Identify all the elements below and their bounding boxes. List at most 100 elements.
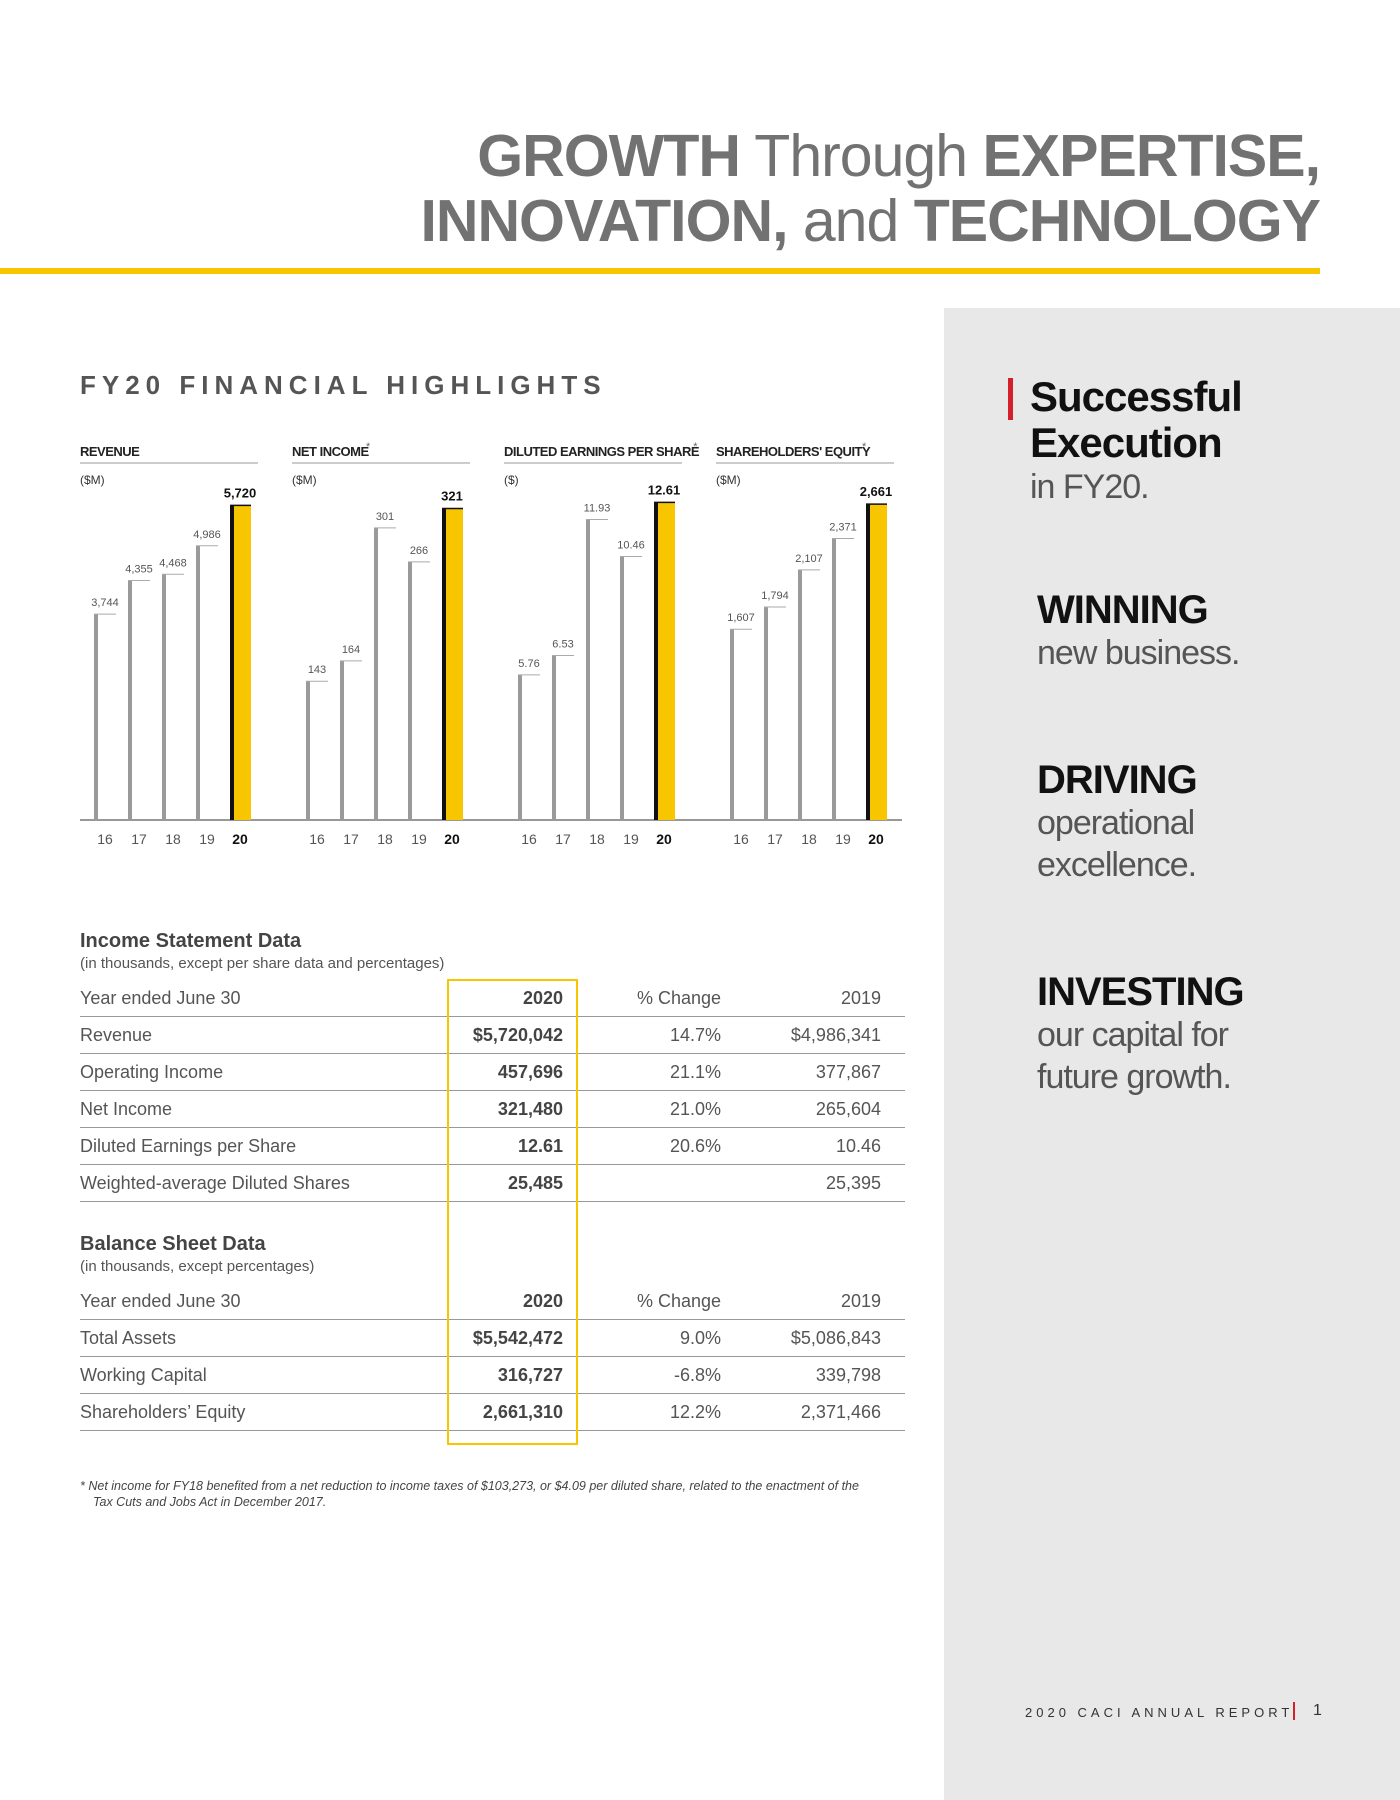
tick-label: 17 xyxy=(343,831,359,847)
page-headline: GROWTH Through EXPERTISE, INNOVATION, an… xyxy=(420,123,1321,254)
yellow-divider xyxy=(0,268,1320,274)
chart-title-asterisk: * xyxy=(862,441,867,453)
data-label: 5,720 xyxy=(224,485,257,500)
balance-cell-chg: 9.0% xyxy=(679,1328,721,1348)
data-label: 4,355 xyxy=(125,563,153,575)
data-label: 321 xyxy=(441,488,463,503)
income-cell-chg: 21.0% xyxy=(669,1099,721,1119)
balance-cell-label: Working Capital xyxy=(80,1365,207,1385)
financial-highlights-charts: REVENUE ($M) 3,744 16 4,355 17 4,468 18 4,986 19 5… xyxy=(80,441,902,847)
headline-innovation: INNOVATION, xyxy=(420,188,788,254)
chart-title: SHAREHOLDERS' EQUITY xyxy=(716,444,871,459)
balance-cell-v20: $5,542,472 xyxy=(472,1328,563,1348)
table-row: Working Capital 316,727 -6.8% 339,798 xyxy=(80,1357,905,1394)
bar-16 xyxy=(518,674,522,820)
bar-17 xyxy=(764,607,768,820)
chart-title: REVENUE xyxy=(80,444,140,459)
income-cell-chg: 14.7% xyxy=(669,1025,721,1045)
balance-cell-v20: 316,727 xyxy=(497,1365,563,1385)
data-label: 164 xyxy=(342,644,360,656)
bar-20 xyxy=(654,502,675,820)
bar-19 xyxy=(408,561,412,820)
balance-table-subtitle: (in thousands, except percentages) xyxy=(80,1258,315,1275)
data-label: 2,107 xyxy=(795,553,823,565)
balance-cell-chg: % Change xyxy=(636,1291,721,1311)
bar-16 xyxy=(306,681,310,820)
data-label: 266 xyxy=(410,545,428,557)
chart-title-asterisk: * xyxy=(366,441,371,453)
tick-label: 20 xyxy=(868,831,884,847)
tick-label: 19 xyxy=(199,831,215,847)
income-table-subtitle: (in thousands, except per share data and… xyxy=(80,955,445,972)
tick-label: 18 xyxy=(801,831,817,847)
chart-subtitle: ($M) xyxy=(292,473,317,487)
income-cell-v19: $4,986,341 xyxy=(790,1025,881,1045)
chart-subtitle: ($M) xyxy=(716,473,741,487)
income-cell-label: Year ended June 30 xyxy=(80,988,241,1008)
page-number: 1 xyxy=(1313,1702,1322,1719)
balance-cell-v19: $5,086,843 xyxy=(790,1328,881,1348)
income-cell-v19: 265,604 xyxy=(815,1099,881,1119)
balance-cell-v19: 2019 xyxy=(840,1291,881,1311)
bar-20 xyxy=(866,504,887,820)
bar-17 xyxy=(128,580,132,820)
tick-label: 19 xyxy=(835,831,851,847)
income-cell-v20: 321,480 xyxy=(497,1099,563,1119)
bar-edge-20 xyxy=(230,505,234,820)
bar-20 xyxy=(230,505,251,820)
income-cell-label: Weighted-average Diluted Shares xyxy=(80,1173,350,1193)
tick-label: 17 xyxy=(555,831,571,847)
income-cell-label: Operating Income xyxy=(80,1062,224,1082)
footer-report-title: 2020 CACI ANNUAL REPORT xyxy=(1025,1705,1294,1720)
data-label: 6.53 xyxy=(552,639,573,651)
winning-block: WINNING new business. xyxy=(1037,588,1240,672)
tick-label: 18 xyxy=(165,831,181,847)
balance-cell-chg: 12.2% xyxy=(669,1402,721,1422)
table-row: Weighted-average Diluted Shares 25,485 25,… xyxy=(80,1165,905,1202)
data-label: 143 xyxy=(308,664,326,676)
income-cell-v19: 377,867 xyxy=(815,1062,881,1082)
data-label: 11.93 xyxy=(584,502,611,514)
tick-label: 18 xyxy=(589,831,605,847)
balance-header-row: Year ended June 30 2020 % Change 2019 xyxy=(80,1283,905,1320)
income-cell-v20: 12.61 xyxy=(517,1136,563,1156)
table-row: Total Assets $5,542,472 9.0% $5,086,843 xyxy=(80,1320,905,1357)
income-cell-label: Revenue xyxy=(80,1025,153,1045)
table-row: Net Income 321,480 21.0% 265,604 xyxy=(80,1091,905,1128)
section-title: FY20 FINANCIAL HIGHLIGHTS xyxy=(80,370,607,400)
driving-block: DRIVING operational excellence. xyxy=(1037,758,1198,884)
data-label: 5.76 xyxy=(518,658,539,670)
fy2020-highlight-box xyxy=(447,979,578,1445)
tick-label: 20 xyxy=(232,831,248,847)
sidebar-panel xyxy=(944,308,1400,1800)
balance-cell-v19: 339,798 xyxy=(815,1365,881,1385)
tick-label: 16 xyxy=(309,831,325,847)
bar-16 xyxy=(730,629,734,820)
bar-16 xyxy=(94,614,98,820)
bar-20 xyxy=(442,508,463,820)
data-label: 301 xyxy=(376,511,394,523)
tick-label: 17 xyxy=(131,831,147,847)
data-label: 2,371 xyxy=(829,522,857,534)
income-cell-v19: 10.46 xyxy=(835,1136,881,1156)
income-cell-chg: 20.6% xyxy=(669,1136,721,1156)
income-cell-v19: 25,395 xyxy=(825,1173,881,1193)
chart-title: DILUTED EARNINGS PER SHARE xyxy=(504,444,700,459)
tick-label: 16 xyxy=(521,831,537,847)
tick-label: 17 xyxy=(767,831,783,847)
balance-cell-v19: 2,371,466 xyxy=(800,1402,881,1422)
bar-18 xyxy=(162,574,166,820)
table-row: Operating Income 457,696 21.1% 377,867 xyxy=(80,1054,905,1091)
income-cell-v20: 2020 xyxy=(522,988,563,1008)
income-header-row: Year ended June 30 2020 % Change 2019 xyxy=(80,980,905,1017)
balance-cell-label: Total Assets xyxy=(80,1328,177,1348)
income-cell-chg: % Change xyxy=(636,988,721,1008)
data-label: 4,468 xyxy=(159,557,187,569)
bar-edge-20 xyxy=(654,502,658,820)
footnote: * Net income for FY18 benefited from a n… xyxy=(80,1479,859,1509)
red-accent-bar xyxy=(1008,378,1013,420)
data-label: 2,661 xyxy=(860,484,893,499)
successful-execution: Successful Execution in FY20. xyxy=(1030,373,1243,507)
bar-18 xyxy=(374,527,378,820)
tick-label: 16 xyxy=(97,831,113,847)
